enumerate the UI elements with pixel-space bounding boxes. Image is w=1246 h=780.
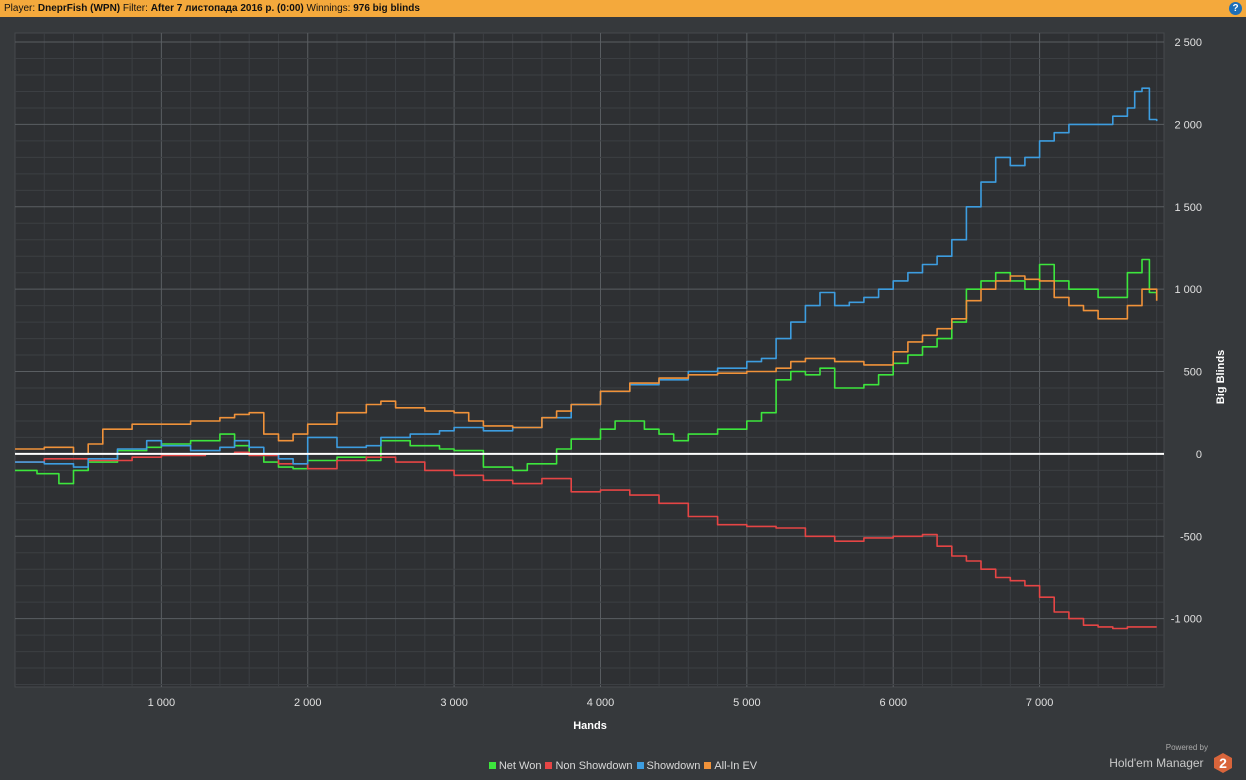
legend: Net Won Non Showdown Showdown All-In EV <box>0 760 1246 772</box>
hm2-logo-icon: 2 <box>1214 753 1232 773</box>
series-layer <box>15 87 1158 630</box>
hm2-logo-digit: 2 <box>1219 755 1227 771</box>
legend-item[interactable]: All-In EV <box>704 760 757 772</box>
filter-label: Filter: <box>122 3 148 14</box>
y-axis-label: Big Blinds <box>1215 350 1227 404</box>
x-tick-label: 2 000 <box>294 697 322 709</box>
winnings-label: Winnings: <box>306 3 351 14</box>
winnings-chart: 1 000 2 000 3 000 4 000 5 000 6 000 7 000 2 50… <box>14 32 1227 732</box>
brand: Powered by Hold'em Manager 2 <box>1109 743 1234 774</box>
x-tick-label: 6 000 <box>879 697 907 709</box>
y-tick-label: 1 500 <box>1174 202 1202 214</box>
powered-by-text: Powered by <box>1165 743 1208 752</box>
legend-item[interactable]: Net Won <box>488 760 542 772</box>
x-tick-label: 3 000 <box>440 697 468 709</box>
legend-label: Net Won <box>498 760 542 772</box>
legend-label: Non Showdown <box>555 760 633 772</box>
plot-area <box>14 32 1165 688</box>
y-tick-label: -500 <box>1180 531 1202 543</box>
winnings-value: 976 big blinds <box>353 3 420 14</box>
series-line-showdown <box>15 87 1158 468</box>
y-tick-label: 2 500 <box>1174 37 1202 49</box>
legend-label: Showdown <box>646 760 701 772</box>
legend-item[interactable]: Non Showdown <box>545 760 633 772</box>
y-tick-label: 2 000 <box>1174 119 1202 131</box>
legend-item[interactable]: Showdown <box>636 760 701 772</box>
legend-swatch <box>636 762 644 769</box>
x-axis-label: Hands <box>573 720 607 732</box>
y-tick-label: 1 000 <box>1174 284 1202 296</box>
legend-label: All-In EV <box>714 760 758 772</box>
header-bar: Player: DneprFish (WPN) Filter: After 7 … <box>0 0 1246 17</box>
y-tick-label: -1 000 <box>1171 614 1202 626</box>
x-tick-label: 5 000 <box>733 697 761 709</box>
help-icon[interactable]: ? <box>1229 2 1242 15</box>
brand-name: Hold'em Manager <box>1109 756 1204 770</box>
player-label: Player: <box>4 3 36 14</box>
filter-value: After 7 листопада 2016 р. (0:00) <box>150 3 304 14</box>
player-value: DneprFish (WPN) <box>37 3 121 14</box>
y-tick-labels: 2 500 2 000 1 500 1 000 500 0 -500 -1 000 <box>1171 37 1202 626</box>
series-line-all-in-ev <box>15 275 1158 455</box>
y-tick-label: 0 <box>1196 449 1202 461</box>
x-tick-label: 7 000 <box>1026 697 1054 709</box>
grid-lines <box>15 33 1164 687</box>
legend-swatch <box>704 762 712 769</box>
x-tick-label: 4 000 <box>587 697 615 709</box>
y-tick-label: 500 <box>1184 367 1202 379</box>
x-tick-labels: 1 000 2 000 3 000 4 000 5 000 6 000 7 000 <box>148 697 1054 709</box>
legend-swatch <box>545 762 553 769</box>
x-tick-label: 1 000 <box>148 697 176 709</box>
legend-swatch <box>488 762 496 769</box>
